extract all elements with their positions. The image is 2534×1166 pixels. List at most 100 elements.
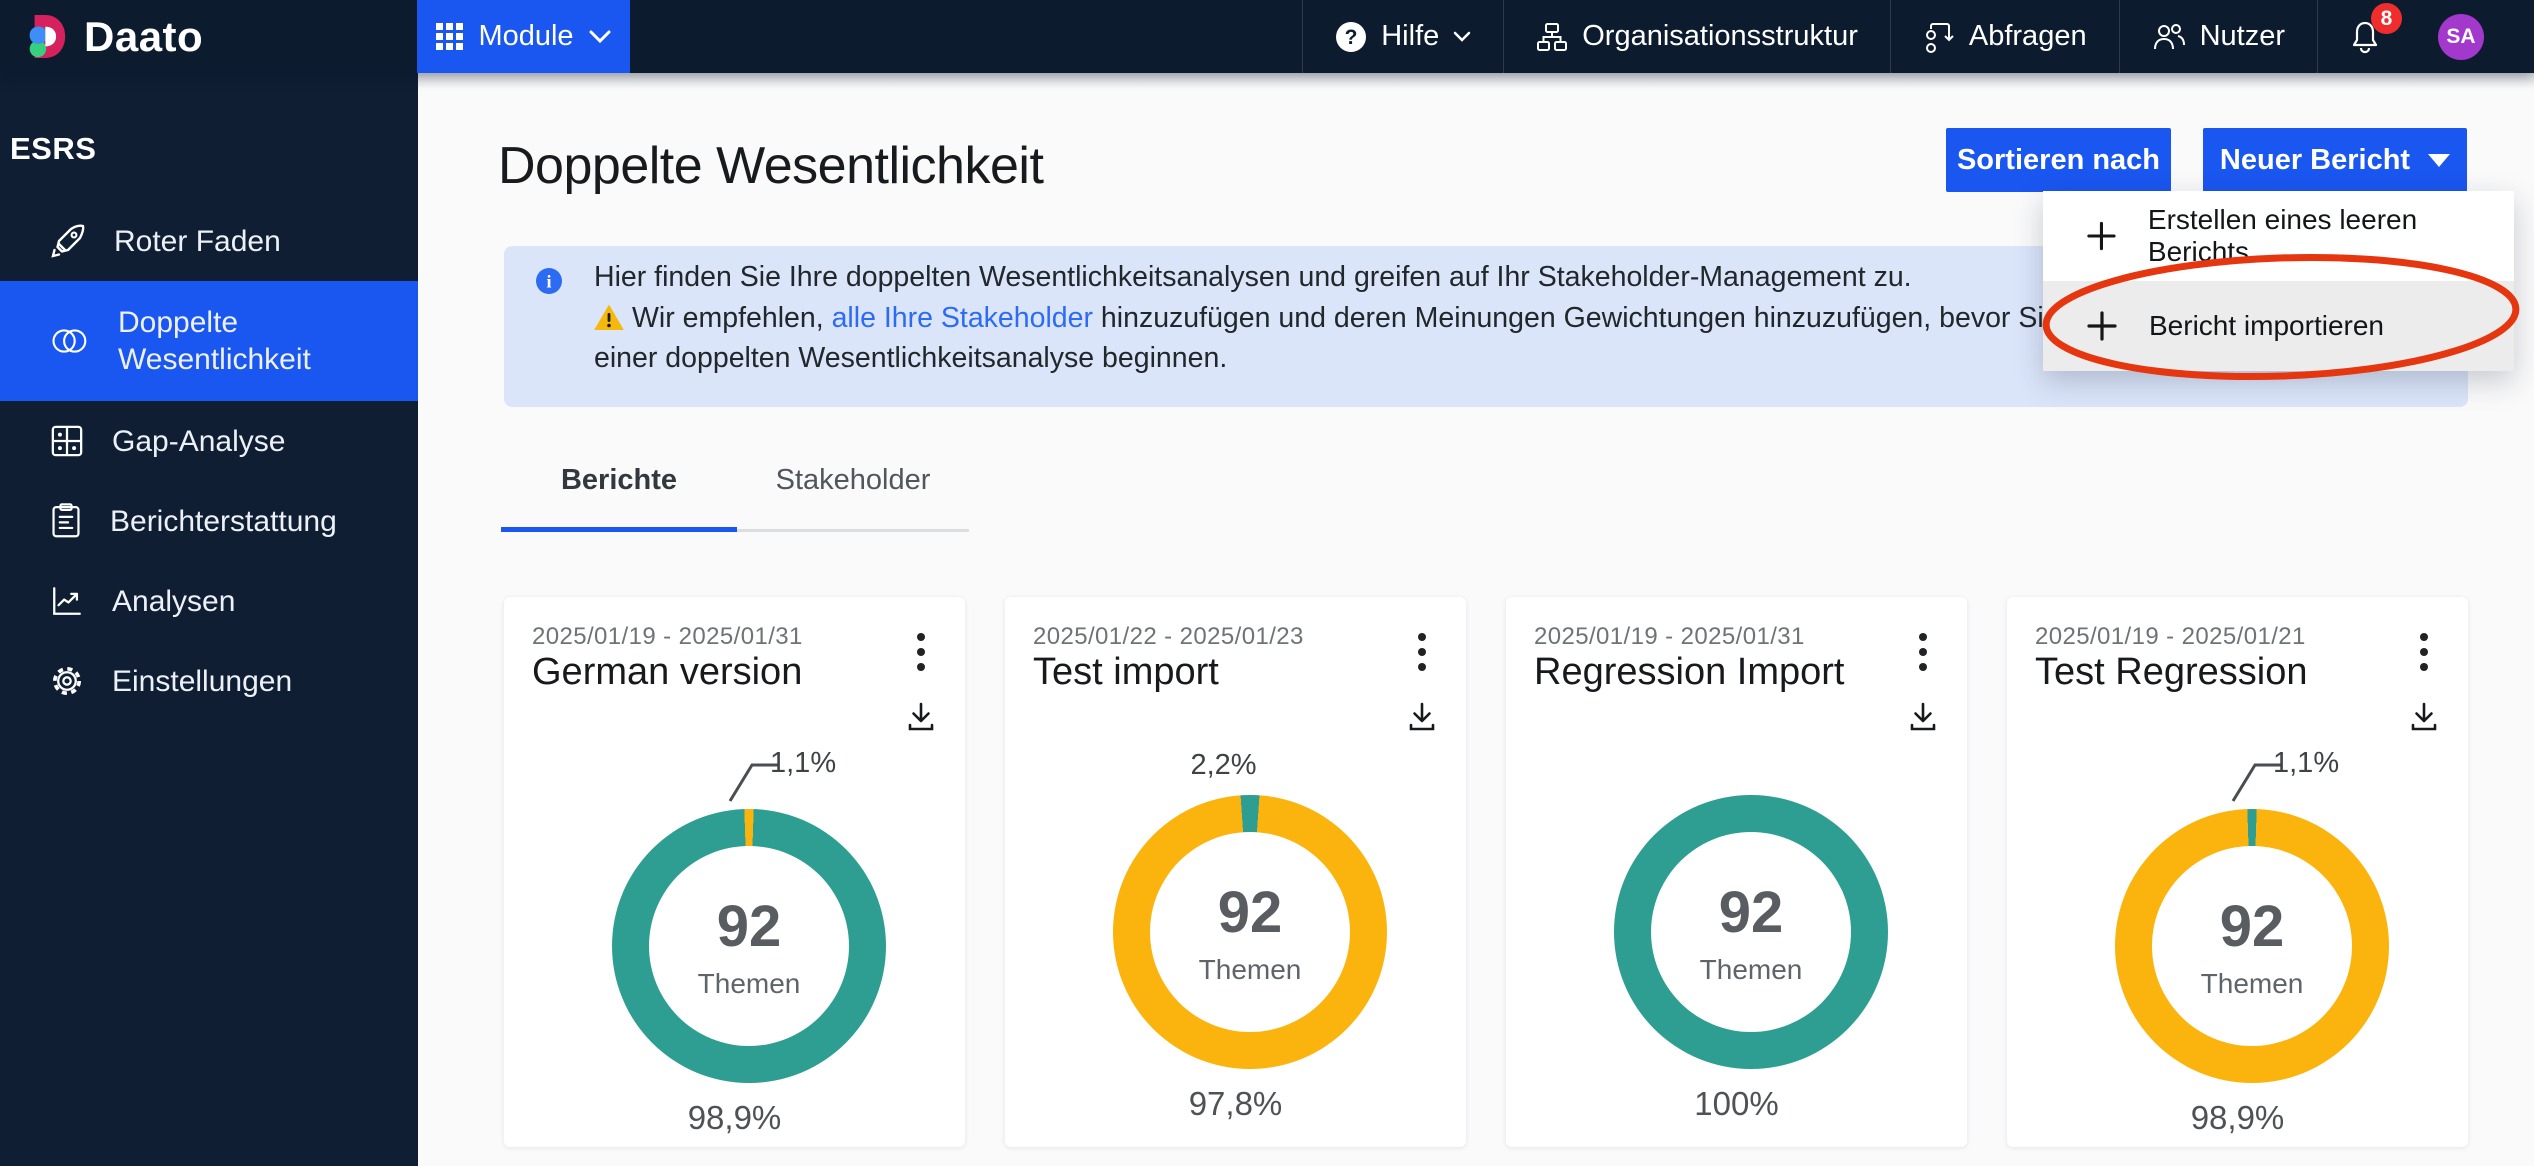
report-card[interactable]: 2025/01/22 - 2025/01/23 Test import 2,2% [1005, 597, 1466, 1147]
report-date-range: 2025/01/19 - 2025/01/21 [2035, 623, 2306, 650]
module-button[interactable]: Module [417, 0, 630, 73]
report-card[interactable]: 2025/01/19 - 2025/01/21 Test Regression … [2007, 597, 2468, 1147]
gap-grid-icon [51, 425, 83, 457]
page-title: Doppelte Wesentlichkeit [498, 137, 1044, 195]
download-icon[interactable] [903, 699, 939, 738]
callout-line [728, 763, 778, 802]
major-slice-label: 98,9% [687, 1099, 782, 1136]
notifications-button[interactable]: 8 [2317, 0, 2412, 73]
donut-center: 92 Themen [649, 846, 849, 1046]
dropdown-triangle-icon [2428, 153, 2451, 167]
svg-text:?: ? [1345, 26, 1358, 49]
tab-stakeholder[interactable]: Stakeholder [737, 452, 969, 532]
download-icon[interactable] [2406, 699, 2442, 738]
report-title: German version [532, 651, 803, 693]
rocket-icon [51, 224, 85, 258]
warning-icon [594, 304, 624, 330]
avatar[interactable]: SA [2438, 13, 2484, 60]
donut-chart: 92 Themen [1113, 795, 1387, 1069]
major-slice-label: 100% [1694, 1085, 1779, 1122]
sidebar-section-title: ESRS [10, 131, 97, 166]
minor-slice-label: 1,1% [2273, 747, 2340, 779]
kebab-menu-icon[interactable] [1915, 629, 1931, 675]
kebab-menu-icon[interactable] [913, 629, 929, 675]
kebab-menu-icon[interactable] [2416, 629, 2432, 675]
sidebar-item-einstellungen[interactable]: Einstellungen [0, 641, 418, 721]
report-title: Regression Import [1534, 651, 1845, 693]
banner-line-3: einer doppelten Wesentlichkeitsanalyse b… [594, 342, 1228, 374]
donut-center: 92 Themen [2152, 846, 2352, 1046]
content-top-shadow [418, 73, 2534, 89]
top-navbar: Daato Module ? Hilfe [0, 0, 2534, 73]
donut-top-label-row: 2,2% [1005, 747, 1466, 803]
major-slice-label: 98,9% [2190, 1099, 2285, 1136]
queries-icon [1925, 22, 1954, 53]
donut-top-label-row [1506, 747, 1967, 803]
org-chart-icon [1537, 22, 1568, 51]
svg-text:i: i [546, 272, 551, 292]
help-menu[interactable]: ? Hilfe [1302, 0, 1503, 73]
sort-button[interactable]: Sortieren nach [1946, 128, 2171, 192]
chevron-down-icon [1454, 31, 1471, 42]
bell-icon [2352, 21, 2378, 53]
menu-item-create-empty-report[interactable]: Erstellen eines leeren Berichts [2043, 191, 2514, 281]
report-card[interactable]: 2025/01/19 - 2025/01/31 German version 1… [504, 597, 965, 1147]
donut-chart: 92 Themen [612, 809, 886, 1083]
download-icon[interactable] [1905, 699, 1941, 738]
info-icon: i [536, 268, 562, 294]
major-slice-label: 97,8% [1188, 1085, 1283, 1122]
gear-icon [52, 666, 82, 696]
users-link[interactable]: Nutzer [2118, 0, 2317, 73]
sidebar-item-berichterstattung[interactable]: Berichterstattung [0, 481, 418, 561]
tab-bar: Berichte Stakeholder [501, 452, 969, 532]
donut-top-label-row: 1,1% [504, 747, 965, 803]
clipboard-icon [52, 503, 80, 538]
apps-grid-icon [436, 23, 464, 50]
tab-berichte[interactable]: Berichte [501, 452, 737, 532]
donut-center: 92 Themen [1651, 832, 1851, 1032]
sidebar-item-gap-analyse[interactable]: Gap-Analyse [0, 401, 418, 481]
donut-chart: 92 Themen [1614, 795, 1888, 1069]
sidebar-nav: Roter Faden Doppelte Wesentlichkeit Gap-… [0, 201, 418, 721]
download-icon[interactable] [1404, 699, 1440, 738]
topics-unit: Themen [1198, 953, 1302, 985]
queries-label: Abfragen [1968, 20, 2087, 52]
plus-icon [2087, 221, 2116, 251]
menu-item-import-report[interactable]: Bericht importieren [2043, 281, 2514, 371]
banner-text: Hier finden Sie Ihre doppelten Wesentlic… [594, 257, 2105, 379]
module-label: Module [478, 20, 574, 52]
banner-line-2: Wir empfehlen, alle Ihre Stakeholder hin… [594, 298, 2105, 339]
brand-name: Daato [84, 12, 204, 60]
users-label: Nutzer [2199, 20, 2285, 52]
report-card[interactable]: 2025/01/19 - 2025/01/31 Regression Impor… [1506, 597, 1967, 1147]
plus-icon [2087, 311, 2117, 341]
donut-top-label-row: 1,1% [2007, 747, 2468, 803]
help-icon: ? [1336, 21, 1367, 52]
topics-count: 92 [1718, 879, 1784, 945]
callout-line [2231, 763, 2281, 802]
report-date-range: 2025/01/19 - 2025/01/31 [1534, 623, 1805, 650]
sidebar: ESRS Roter Faden Doppelte Wesentlichkeit [0, 73, 418, 1166]
topics-unit: Themen [697, 967, 801, 999]
donut-chart: 92 Themen [2115, 809, 2389, 1083]
banner-line-1: Hier finden Sie Ihre doppelten Wesentlic… [594, 261, 1912, 293]
queries-link[interactable]: Abfragen [1889, 0, 2119, 73]
topics-count: 92 [716, 893, 782, 959]
topics-unit: Themen [2200, 967, 2304, 999]
kebab-menu-icon[interactable] [1414, 629, 1430, 675]
app-logo[interactable]: Daato [28, 0, 203, 73]
stakeholder-link[interactable]: alle Ihre Stakeholder [831, 301, 1093, 334]
sidebar-item-analysen[interactable]: Analysen [0, 561, 418, 641]
double-circles-icon [52, 329, 87, 353]
minor-slice-label: 1,1% [770, 747, 837, 779]
sidebar-item-roter-faden[interactable]: Roter Faden [0, 201, 418, 281]
chevron-down-icon [589, 30, 611, 43]
sidebar-item-doppelte-wesentlichkeit[interactable]: Doppelte Wesentlichkeit [0, 281, 418, 401]
navbar-right: ? Hilfe Organisationsstruktur [1302, 0, 2534, 73]
new-report-button[interactable]: Neuer Bericht [2203, 128, 2467, 192]
topics-count: 92 [2219, 893, 2285, 959]
report-title: Test import [1033, 651, 1219, 693]
daato-logo-icon [29, 15, 66, 58]
org-structure-link[interactable]: Organisationsstruktur [1503, 0, 1890, 73]
new-report-dropdown: Erstellen eines leeren Berichts Bericht … [2043, 191, 2514, 371]
